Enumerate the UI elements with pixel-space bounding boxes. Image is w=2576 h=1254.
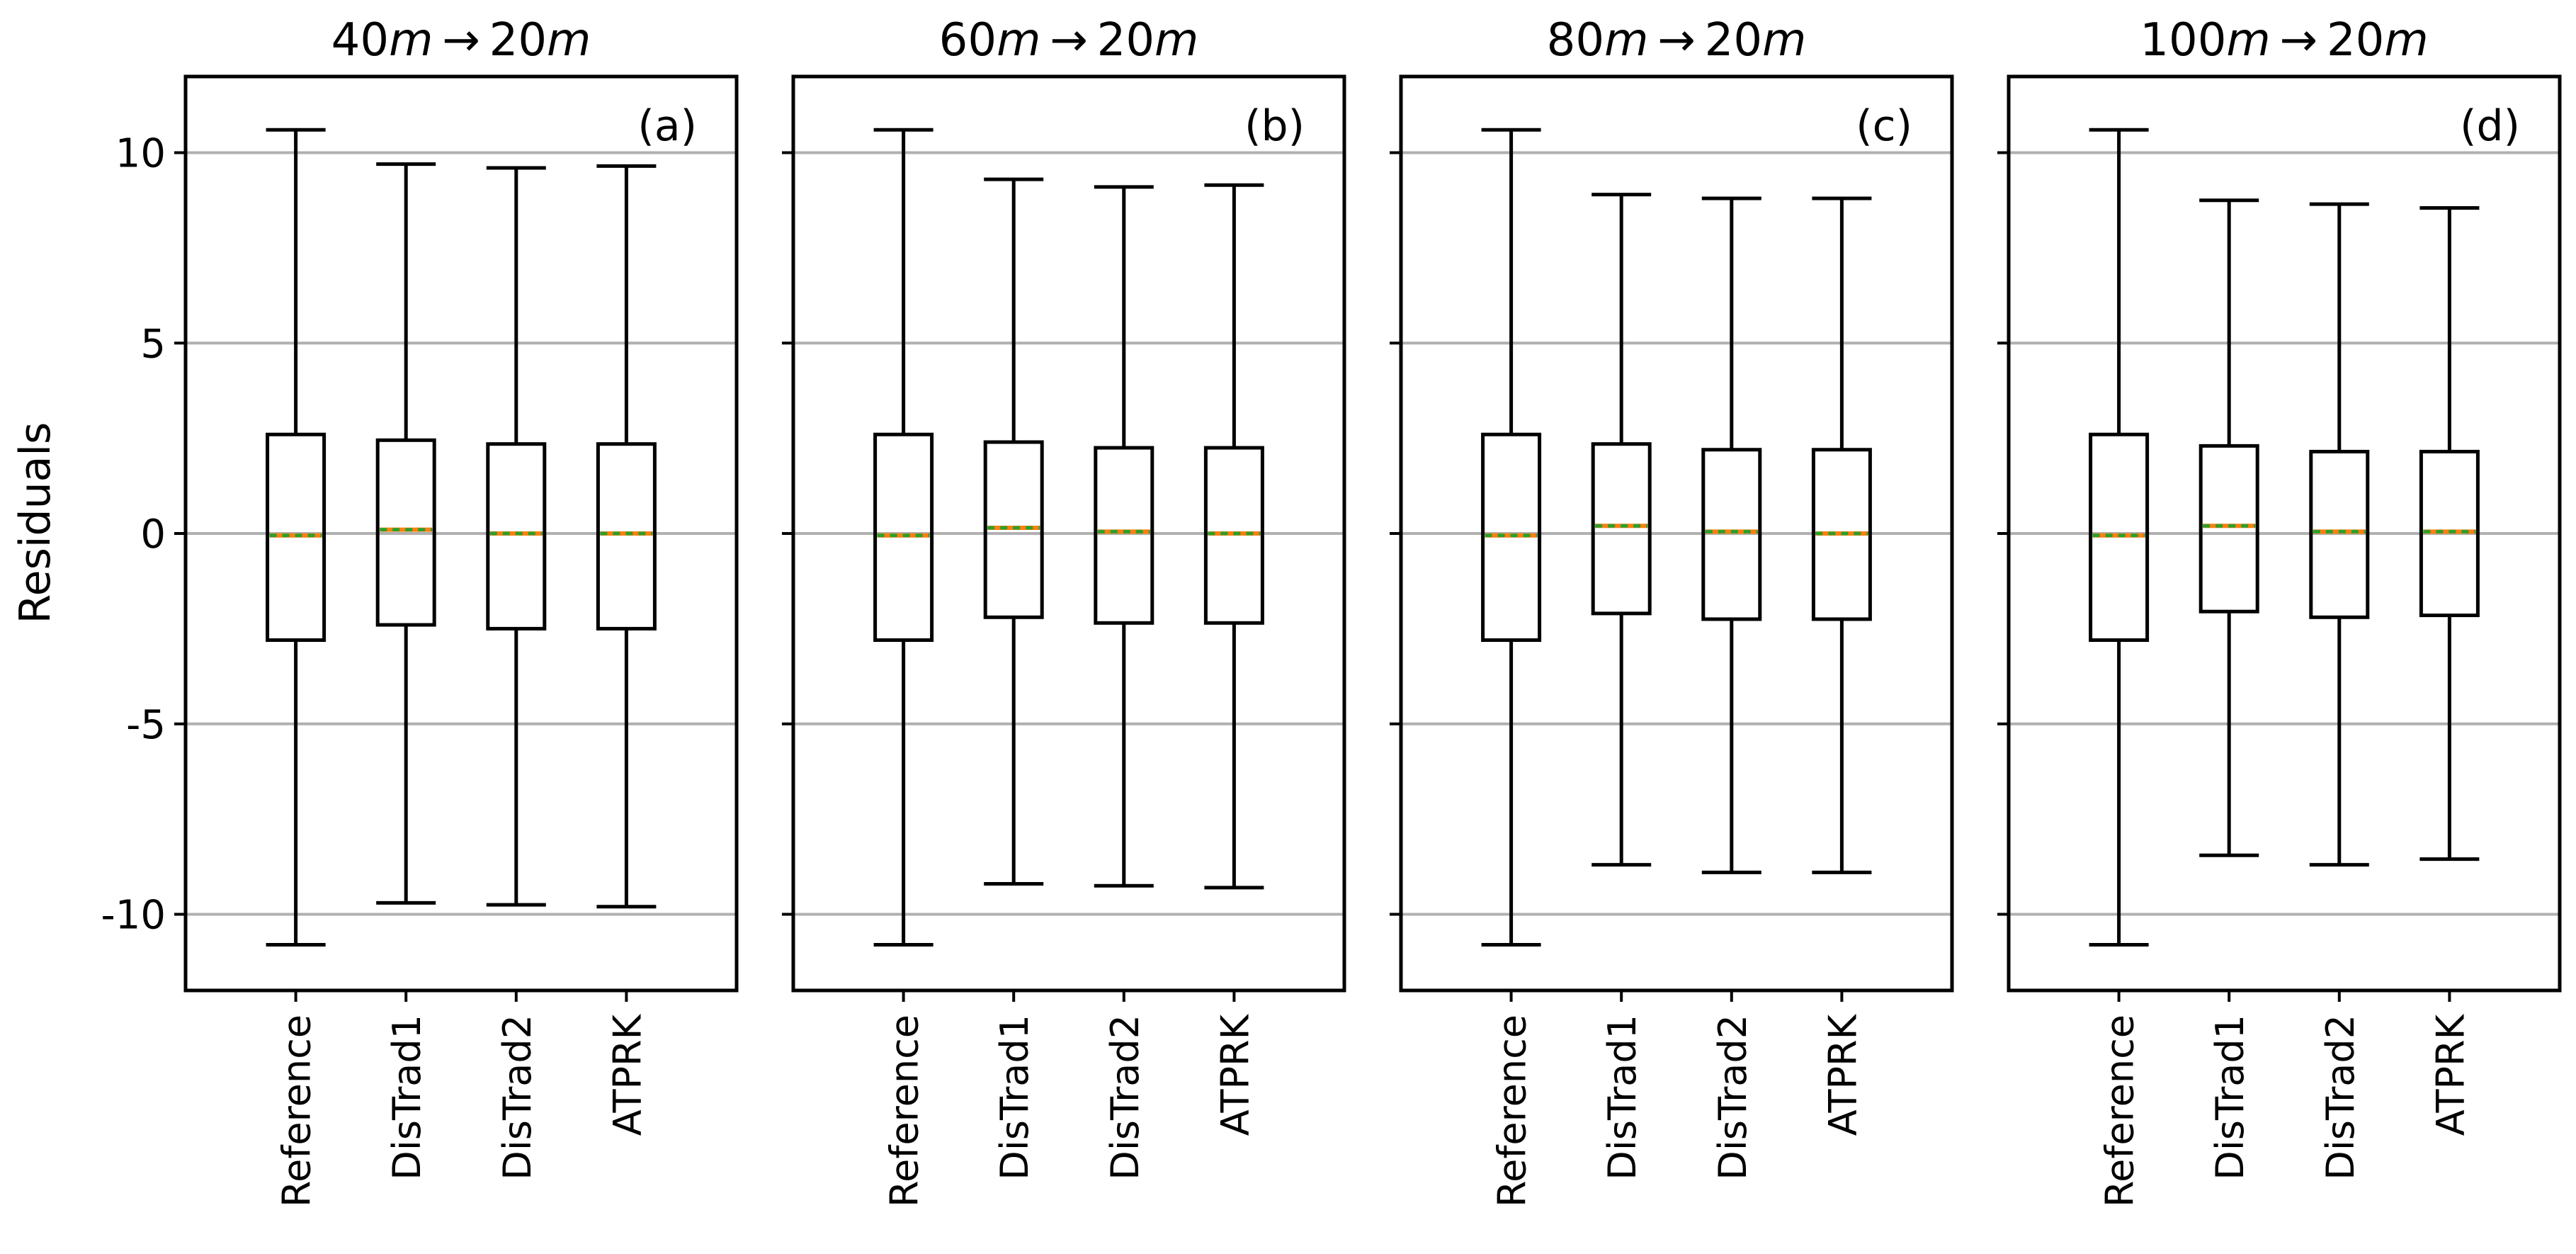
- box-iqr: [486, 442, 547, 631]
- x-tick-label: DisTrad2: [1710, 1015, 1755, 1180]
- panel-title: 100m → 20m: [2140, 14, 2428, 67]
- x-tick-label: ATPRK: [2428, 1013, 2473, 1136]
- box-iqr: [375, 438, 436, 627]
- axes-frame: [2007, 74, 2562, 993]
- box-iqr: [1701, 448, 1762, 621]
- box-iqr: [2198, 444, 2259, 614]
- box-distrad2: [1094, 185, 1154, 888]
- box-iqr: [1481, 432, 1542, 642]
- x-tick-label: DisTrad2: [2318, 1015, 2363, 1180]
- panel-title: 80m → 20m: [1547, 14, 1807, 67]
- box-iqr: [2089, 432, 2150, 642]
- chart-panel-2: Reference DisTrad1 DisTrad2 ATPRK (b) 60m → 2…: [782, 14, 1346, 1207]
- y-tick-label: 10: [115, 131, 166, 177]
- box-iqr: [2309, 449, 2370, 619]
- x-tick-label: DisTrad1: [2208, 1015, 2252, 1180]
- box-distrad2: [1701, 196, 1762, 874]
- x-tick-label: ATPRK: [605, 1013, 649, 1136]
- x-tick-label: Reference: [275, 1015, 319, 1207]
- box-distrad2: [2309, 202, 2370, 867]
- box-distrad1: [375, 162, 436, 905]
- box-reference: [266, 128, 327, 947]
- panel-label: (a): [637, 101, 697, 151]
- box-iqr: [873, 432, 934, 642]
- box-iqr: [266, 432, 327, 642]
- box-reference: [2089, 128, 2150, 947]
- x-tick-label: ATPRK: [1213, 1013, 1257, 1136]
- box-distrad1: [983, 177, 1044, 886]
- y-tick-label: -5: [126, 702, 166, 748]
- chart-panel-4: Reference DisTrad1 DisTrad2 ATPRK (d) 100m → …: [1997, 14, 2562, 1207]
- box-iqr: [596, 442, 657, 631]
- panel-title: 40m → 20m: [331, 14, 591, 67]
- x-tick-label: DisTrad2: [495, 1015, 540, 1180]
- box-atprk: [1203, 183, 1264, 890]
- y-tick-label: 5: [140, 321, 166, 367]
- axes-frame: [791, 74, 1346, 993]
- box-iqr: [1203, 446, 1264, 625]
- y-tick-label: -10: [101, 893, 166, 939]
- box-reference: [1481, 128, 1542, 947]
- chart-panel-1: 10 5 0 -5 -10 Reference DisTrad1 DisTrad2 ATPRK (…: [101, 14, 739, 1207]
- y-tick-label: 0: [140, 512, 166, 558]
- x-tick-label: Reference: [2098, 1015, 2143, 1207]
- y-axis-label: Residuals: [11, 422, 60, 624]
- box-iqr: [1094, 446, 1154, 625]
- box-distrad2: [486, 166, 547, 907]
- x-tick-label: Reference: [1490, 1015, 1535, 1207]
- box-reference: [873, 128, 934, 947]
- x-tick-label: ATPRK: [1820, 1013, 1865, 1136]
- axes-frame: [183, 74, 739, 993]
- box-atprk: [596, 164, 657, 909]
- box-iqr: [2419, 449, 2480, 618]
- chart-panel-3: Reference DisTrad1 DisTrad2 ATPRK (c) 80m → 2…: [1390, 14, 1954, 1207]
- box-iqr: [1811, 448, 1872, 621]
- x-tick-label: Reference: [883, 1015, 927, 1207]
- x-tick-label: DisTrad1: [992, 1015, 1037, 1180]
- x-tick-label: DisTrad2: [1103, 1015, 1147, 1180]
- panel-label: (d): [2460, 101, 2520, 151]
- box-atprk: [2419, 205, 2480, 862]
- box-iqr: [1591, 442, 1652, 616]
- box-distrad1: [2198, 198, 2259, 857]
- axes-frame: [1399, 74, 1954, 993]
- x-tick-label: DisTrad1: [385, 1015, 429, 1180]
- panel-title: 60m → 20m: [939, 14, 1199, 67]
- box-distrad1: [1591, 193, 1652, 867]
- panel-label: (c): [1856, 101, 1912, 151]
- x-tick-label: DisTrad1: [1600, 1015, 1645, 1180]
- panel-label: (b): [1244, 101, 1305, 151]
- box-atprk: [1811, 196, 1872, 874]
- box-iqr: [983, 440, 1044, 619]
